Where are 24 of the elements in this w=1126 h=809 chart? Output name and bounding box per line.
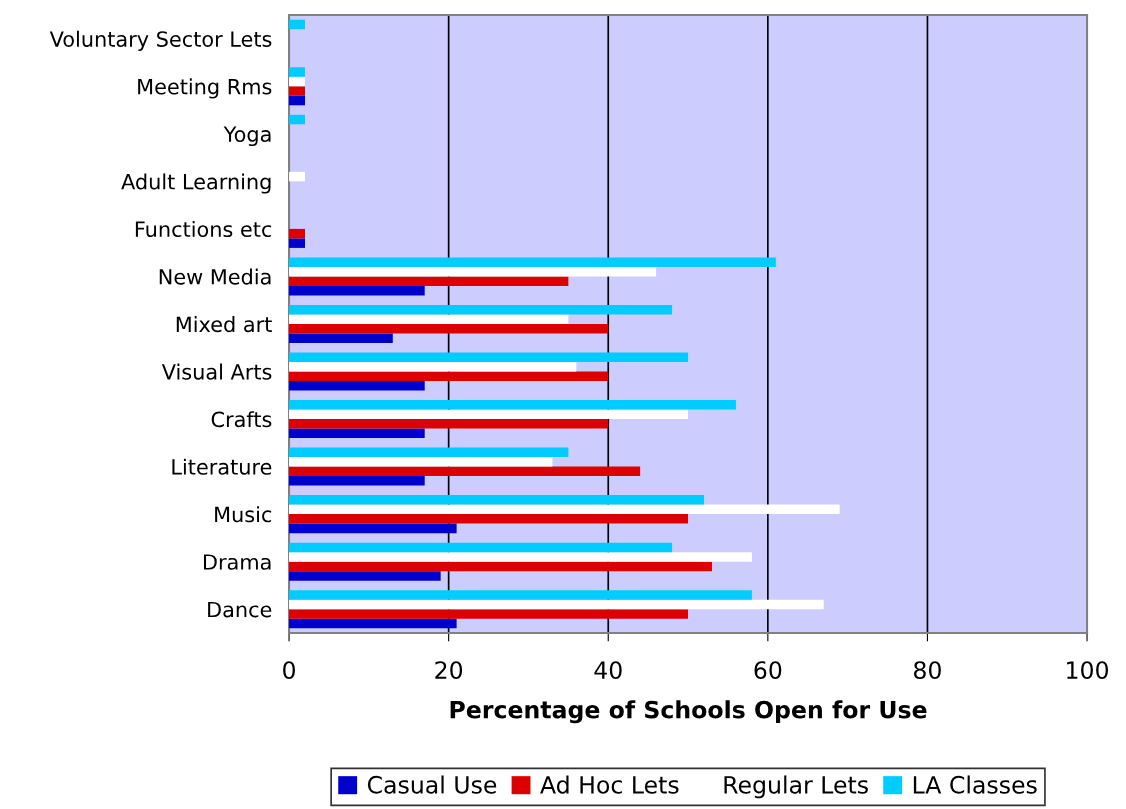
- legend-label: LA Classes: [913, 775, 1037, 794]
- x-tick-label: 80: [914, 661, 941, 680]
- y-tick-label: Literature: [172, 458, 272, 475]
- y-tick-label: Yoga: [223, 126, 271, 147]
- legend-label: Casual Use: [367, 775, 497, 794]
- y-tick-label: New Media: [159, 268, 271, 285]
- y-tick-label: Voluntary Sector Lets: [49, 30, 272, 51]
- x-tick-label: 60: [754, 661, 782, 680]
- y-tick-label: Drama: [203, 554, 271, 570]
- text: Regular Lets: [724, 775, 868, 799]
- y-tick-label: Meeting Rms: [138, 78, 272, 99]
- y-tick-label: Functions etc: [135, 220, 272, 238]
- y-tick-label: Visual Arts: [161, 363, 272, 380]
- y-tick-label: Mixed art: [176, 316, 272, 333]
- x-tick-label: 0: [283, 661, 295, 680]
- legend-label: Ad Hoc Lets: [540, 775, 679, 794]
- x-axis-title: Percentage of Schools Open for Use: [450, 700, 927, 724]
- y-tick-label: Crafts: [211, 411, 272, 428]
- x-tick-label: 20: [435, 661, 463, 680]
- x-tick-label: 100: [1067, 661, 1109, 680]
- y-tick-label: Dance: [208, 601, 272, 618]
- y-tick-label: Music: [215, 506, 272, 523]
- y-tick-label: Adult Learning: [121, 173, 271, 194]
- x-tick-label: 40: [594, 661, 622, 680]
